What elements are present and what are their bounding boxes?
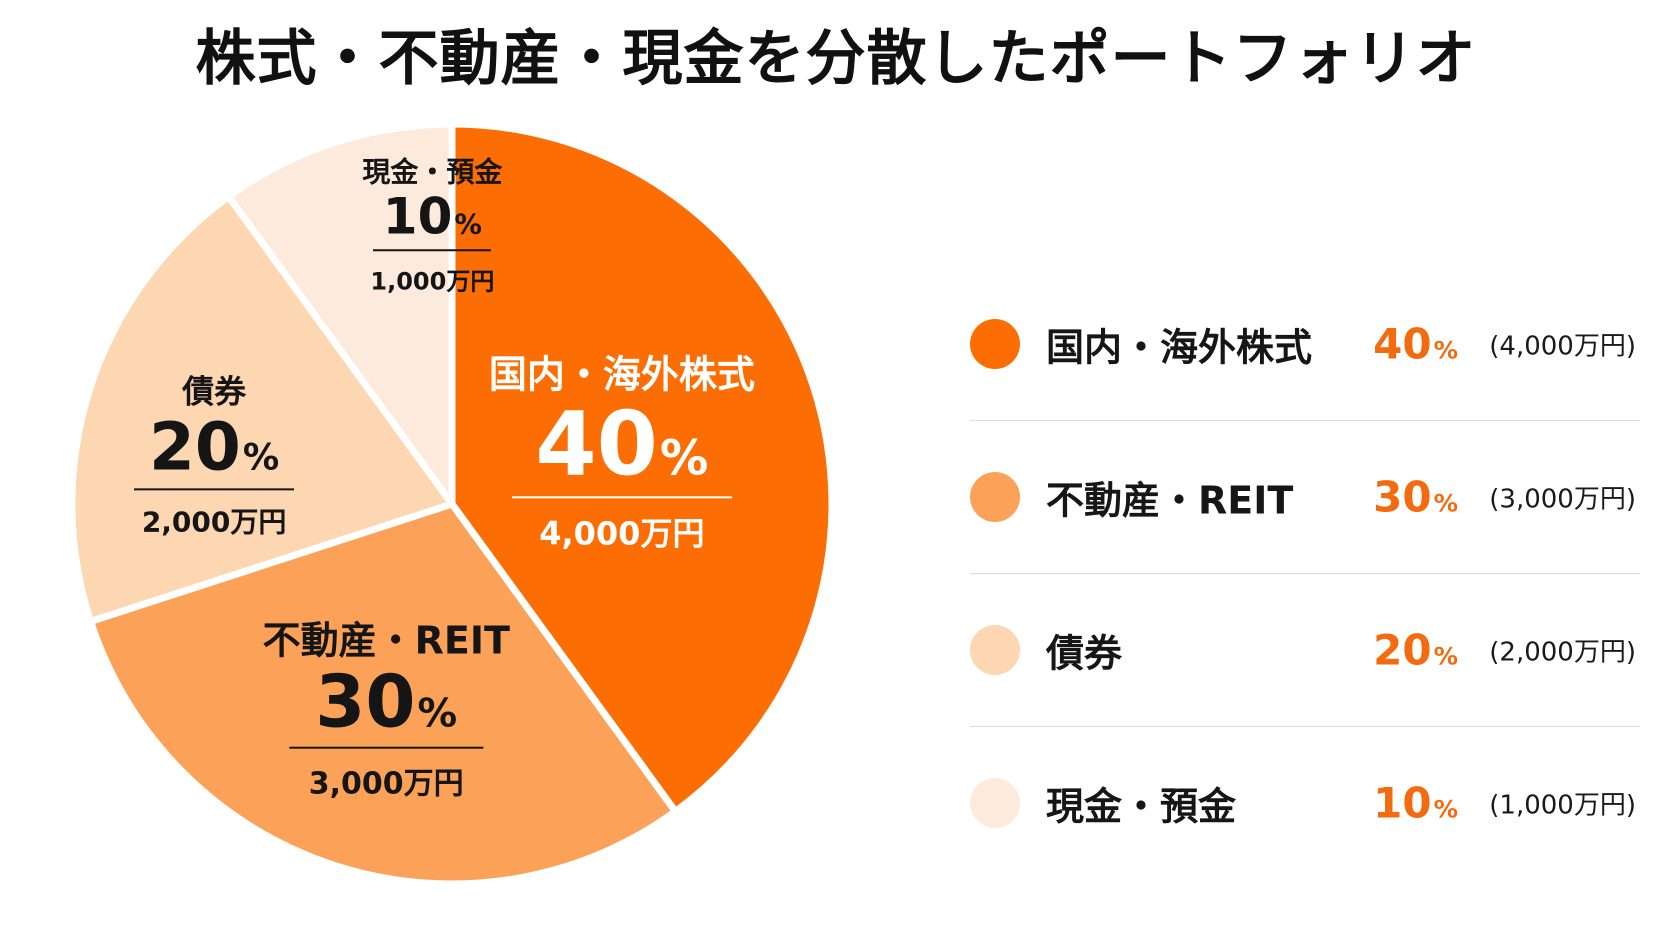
legend-swatch	[970, 319, 1020, 369]
legend-swatch	[970, 625, 1020, 675]
slice-percent-value: 20	[148, 408, 241, 486]
legend-percent-value: 20	[1373, 625, 1432, 675]
legend-percent: 20%	[1373, 626, 1458, 675]
legend-amount: (2,000万円)	[1489, 637, 1636, 668]
slice-divider	[373, 249, 492, 252]
legend-label: 現金・預金	[1046, 784, 1237, 829]
slice-divider	[511, 496, 732, 499]
slice-percent: 10%	[362, 187, 502, 246]
legend-label: 国内・海外株式	[1046, 325, 1313, 370]
slice-percent-value: 10	[382, 187, 453, 246]
slice-amount: 2,000万円	[141, 505, 287, 539]
legend-item: 現金・預金 10% (1,000万円)	[970, 726, 1640, 879]
slice-percent-value: 40	[535, 392, 658, 496]
slice-percent-unit: %	[242, 435, 280, 479]
slice-name: 国内・海外株式	[488, 352, 755, 397]
legend-swatch	[970, 472, 1020, 522]
legend-item: 不動産・REIT 30% (3,000万円)	[970, 420, 1640, 573]
slice-percent: 30%	[263, 664, 510, 741]
slice-percent-value: 30	[315, 660, 416, 745]
legend-label: 不動産・REIT	[1046, 478, 1294, 523]
slice-amount: 1,000万円	[370, 267, 495, 296]
pie-slice-label: 国内・海外株式 40% 4,000万円	[489, 343, 755, 554]
slice-divider	[134, 488, 295, 491]
legend-percent-unit: %	[1433, 335, 1458, 365]
slice-name: 現金・預金	[362, 155, 503, 189]
pie-slice	[448, 120, 836, 815]
slice-percent: 20%	[134, 413, 294, 482]
pie-slice	[68, 193, 456, 625]
chart-title: 株式・不動産・現金を分散したポートフォリオ	[195, 24, 1477, 94]
legend-item: 国内・海外株式 40% (4,000万円)	[970, 268, 1640, 420]
legend-percent-unit: %	[1433, 641, 1458, 671]
slice-amount: 3,000万円	[308, 766, 464, 802]
pie-slice-label: 現金・預金 10% 1,000万円	[362, 151, 502, 297]
slice-percent: 40%	[489, 397, 755, 490]
legend-percent-unit: %	[1433, 794, 1458, 824]
legend-swatch	[970, 778, 1020, 828]
pie-slice-label: 債券 20% 2,000万円	[134, 367, 295, 540]
legend-percent-unit: %	[1433, 488, 1458, 518]
legend-item: 債券 20% (2,000万円)	[970, 573, 1640, 726]
slice-divider	[289, 746, 484, 749]
legend: 国内・海外株式 40% (4,000万円) 不動産・REIT 30% (3,000万円) 債…	[970, 268, 1640, 879]
legend-amount: (3,000万円)	[1489, 484, 1636, 515]
slice-percent-unit: %	[417, 691, 458, 738]
pie-slice	[225, 120, 456, 508]
legend-amount: (1,000万円)	[1489, 790, 1636, 821]
slice-percent-unit: %	[454, 208, 482, 241]
slice-percent-unit: %	[659, 430, 709, 487]
slice-amount: 4,000万円	[539, 514, 705, 553]
slice-name: 債券	[182, 372, 247, 411]
legend-percent: 40%	[1373, 320, 1458, 369]
legend-percent: 30%	[1373, 473, 1458, 522]
legend-amount: (4,000万円)	[1489, 331, 1636, 362]
pie-slice	[87, 500, 679, 888]
legend-percent-value: 40	[1373, 319, 1432, 369]
legend-percent-value: 10	[1373, 778, 1432, 828]
legend-percent: 10%	[1373, 779, 1458, 828]
slice-name: 不動産・REIT	[262, 619, 510, 664]
legend-label: 債券	[1046, 631, 1123, 676]
pie-slice-label: 不動産・REIT 30% 3,000万円	[263, 610, 510, 803]
legend-percent-value: 30	[1373, 472, 1432, 522]
